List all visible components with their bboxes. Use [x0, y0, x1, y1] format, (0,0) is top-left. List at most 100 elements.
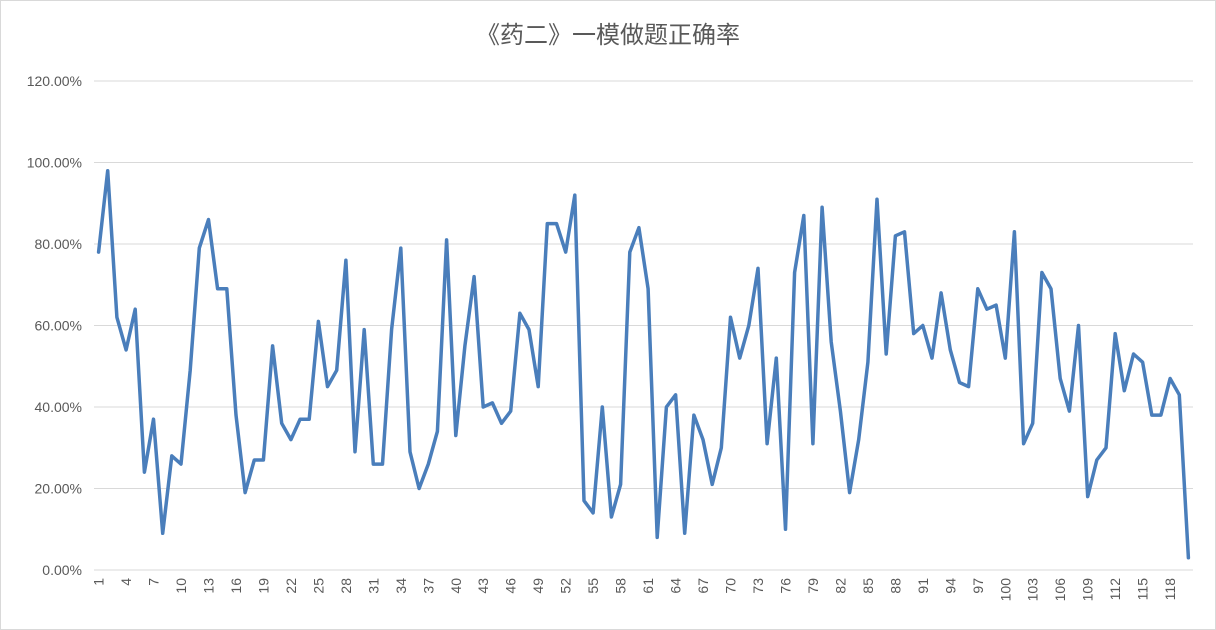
data-point: [115, 315, 119, 319]
data-point: [591, 511, 595, 515]
data-point: [1150, 413, 1154, 417]
data-point: [1177, 393, 1181, 397]
data-point: [142, 470, 146, 474]
data-point: [243, 491, 247, 495]
x-tick-label: 13: [200, 578, 216, 594]
data-point: [582, 499, 586, 503]
y-tick-label: 100.00%: [27, 155, 82, 171]
data-point: [893, 234, 897, 238]
data-point: [985, 307, 989, 311]
data-point: [188, 368, 192, 372]
data-point: [994, 303, 998, 307]
x-tick-label: 76: [777, 578, 793, 594]
data-point: [875, 197, 879, 201]
series-line: [96, 168, 1191, 560]
data-point: [692, 413, 696, 417]
x-tick-label: 85: [860, 578, 876, 594]
y-tick-label: 20.00%: [35, 481, 82, 497]
data-point: [802, 214, 806, 218]
data-point: [106, 169, 110, 173]
data-point: [445, 238, 449, 242]
data-point: [234, 413, 238, 417]
x-tick-label: 1: [91, 578, 107, 586]
data-point: [555, 222, 559, 226]
data-point: [225, 287, 229, 291]
data-point: [344, 258, 348, 262]
data-point: [967, 385, 971, 389]
data-point: [1012, 230, 1016, 234]
data-point: [838, 409, 842, 413]
data-point: [811, 442, 815, 446]
data-point: [884, 352, 888, 356]
data-point: [133, 307, 137, 311]
x-axis-ticks: 1 4 7 10 13 16 19 22 25 28 31 34 37 40 43 46 49 52 55 58 61 6…: [91, 578, 1179, 602]
data-point: [1077, 324, 1081, 328]
data-point: [976, 287, 980, 291]
data-point: [628, 250, 632, 254]
y-tick-label: 0.00%: [42, 562, 82, 578]
x-tick-label: 106: [1052, 578, 1068, 602]
data-point: [509, 409, 513, 413]
data-point: [564, 250, 568, 254]
data-point: [793, 271, 797, 275]
data-point: [1113, 332, 1117, 336]
data-point: [472, 275, 476, 279]
y-tick-label: 120.00%: [27, 73, 82, 89]
data-point: [1022, 442, 1026, 446]
data-point: [362, 328, 366, 332]
data-point: [719, 446, 723, 450]
x-tick-label: 88: [887, 578, 903, 594]
x-tick-label: 73: [750, 578, 766, 594]
x-tick-label: 31: [365, 578, 381, 594]
data-point: [207, 218, 211, 222]
x-tick-label: 67: [695, 578, 711, 594]
x-tick-label: 79: [805, 578, 821, 594]
x-tick-label: 40: [448, 578, 464, 594]
x-tick-label: 115: [1135, 578, 1151, 601]
data-point: [655, 535, 659, 539]
data-point: [261, 458, 265, 462]
y-tick-label: 40.00%: [35, 399, 82, 415]
data-point: [747, 324, 751, 328]
data-point: [912, 332, 916, 336]
data-point: [609, 515, 613, 519]
data-point: [1058, 377, 1062, 381]
data-point: [390, 328, 394, 332]
data-point: [197, 246, 201, 250]
data-point: [646, 287, 650, 291]
data-point: [683, 531, 687, 535]
data-point: [765, 442, 769, 446]
data-point: [1086, 495, 1090, 499]
x-tick-label: 82: [832, 578, 848, 594]
y-axis-ticks: 0.00% 20.00% 40.00% 60.00% 80.00% 100.00% 120.…: [27, 73, 82, 578]
data-point: [930, 356, 934, 360]
data-point: [1003, 356, 1007, 360]
data-point: [289, 438, 293, 442]
data-point: [545, 222, 549, 226]
data-point: [829, 340, 833, 344]
x-tick-label: 91: [915, 578, 931, 594]
data-point: [481, 405, 485, 409]
x-tick-label: 103: [1025, 578, 1041, 602]
data-point: [948, 348, 952, 352]
data-point: [536, 385, 540, 389]
x-tick-label: 46: [503, 578, 519, 594]
data-point: [408, 450, 412, 454]
data-point: [1104, 446, 1108, 450]
data-point: [426, 462, 430, 466]
data-point: [756, 266, 760, 270]
x-tick-label: 4: [118, 578, 134, 586]
data-point: [958, 381, 962, 385]
data-point: [664, 405, 668, 409]
data-point: [774, 356, 778, 360]
data-point: [1095, 458, 1099, 462]
x-tick-label: 28: [338, 578, 354, 594]
gridlines: [94, 80, 1193, 571]
data-point: [1186, 556, 1190, 560]
data-point: [280, 421, 284, 425]
data-point: [307, 417, 311, 421]
data-point: [252, 458, 256, 462]
x-tick-label: 112: [1107, 578, 1123, 601]
